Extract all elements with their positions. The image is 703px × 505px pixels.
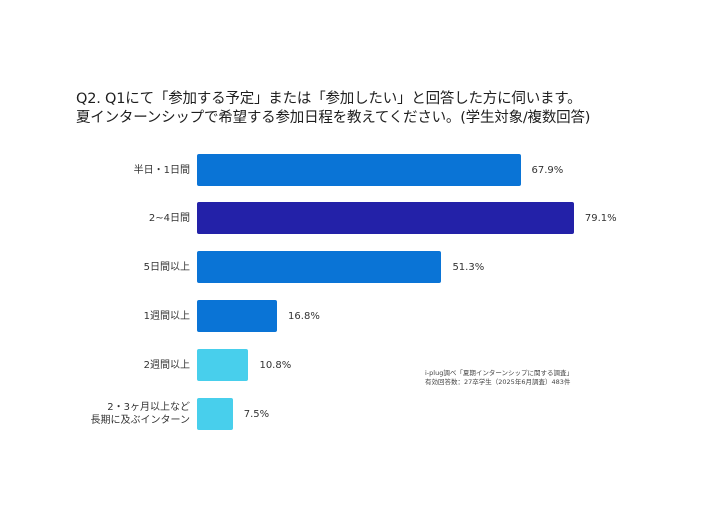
- chart-title: Q2. Q1にて「参加する予定」または「参加したい」と回答した方に伺います。 夏…: [76, 90, 676, 128]
- category-label: 2~4日間: [148, 212, 190, 224]
- bar-row: 5日間以上 51.3%: [0, 251, 703, 283]
- bar-row: 半日・1日間 67.9%: [0, 154, 703, 186]
- bar: [197, 202, 574, 234]
- value-label: 51.3%: [452, 261, 485, 273]
- category-label: 1週間以上: [143, 310, 190, 322]
- bar-row: 2・3ヶ月以上など 長期に及ぶインターン 7.5%: [0, 398, 703, 430]
- chart-title-line-2: 夏インターンシップで希望する参加日程を教えてください。(学生対象/複数回答): [76, 110, 591, 126]
- value-label: 10.8%: [259, 359, 292, 371]
- category-label: 2・3ヶ月以上など 長期に及ぶインターン: [90, 402, 191, 426]
- value-label: 16.8%: [288, 310, 320, 322]
- category-label: 半日・1日間: [133, 164, 190, 176]
- value-label: 79.1%: [584, 212, 617, 224]
- bar: [197, 300, 278, 332]
- bar: [197, 154, 521, 186]
- bar: [197, 251, 442, 283]
- category-label: 5日間以上: [143, 261, 190, 273]
- bar-row: 1週間以上 16.8%: [0, 300, 703, 332]
- chart-title-line-1: Q2. Q1にて「参加する予定」または「参加したい」と回答した方に伺います。: [76, 91, 582, 107]
- footnote-sample: 有効回答数：27卒学生（2025年6月調査）483件: [425, 377, 571, 386]
- bar-row: 2~4日間 79.1%: [0, 202, 703, 234]
- source-footnote: i-plug調べ「夏期インターンシップに関する調査」 有効回答数：27卒学生（2…: [425, 369, 573, 386]
- bar: [197, 349, 249, 381]
- bar-row: 2週間以上 10.8%: [0, 349, 703, 381]
- footnote-source: i-plug調べ「夏期インターンシップに関する調査」: [425, 369, 574, 377]
- category-label: 2週間以上: [143, 359, 190, 371]
- value-label: 7.5%: [243, 408, 270, 420]
- bar: [197, 398, 233, 430]
- value-label: 67.9%: [531, 164, 564, 176]
